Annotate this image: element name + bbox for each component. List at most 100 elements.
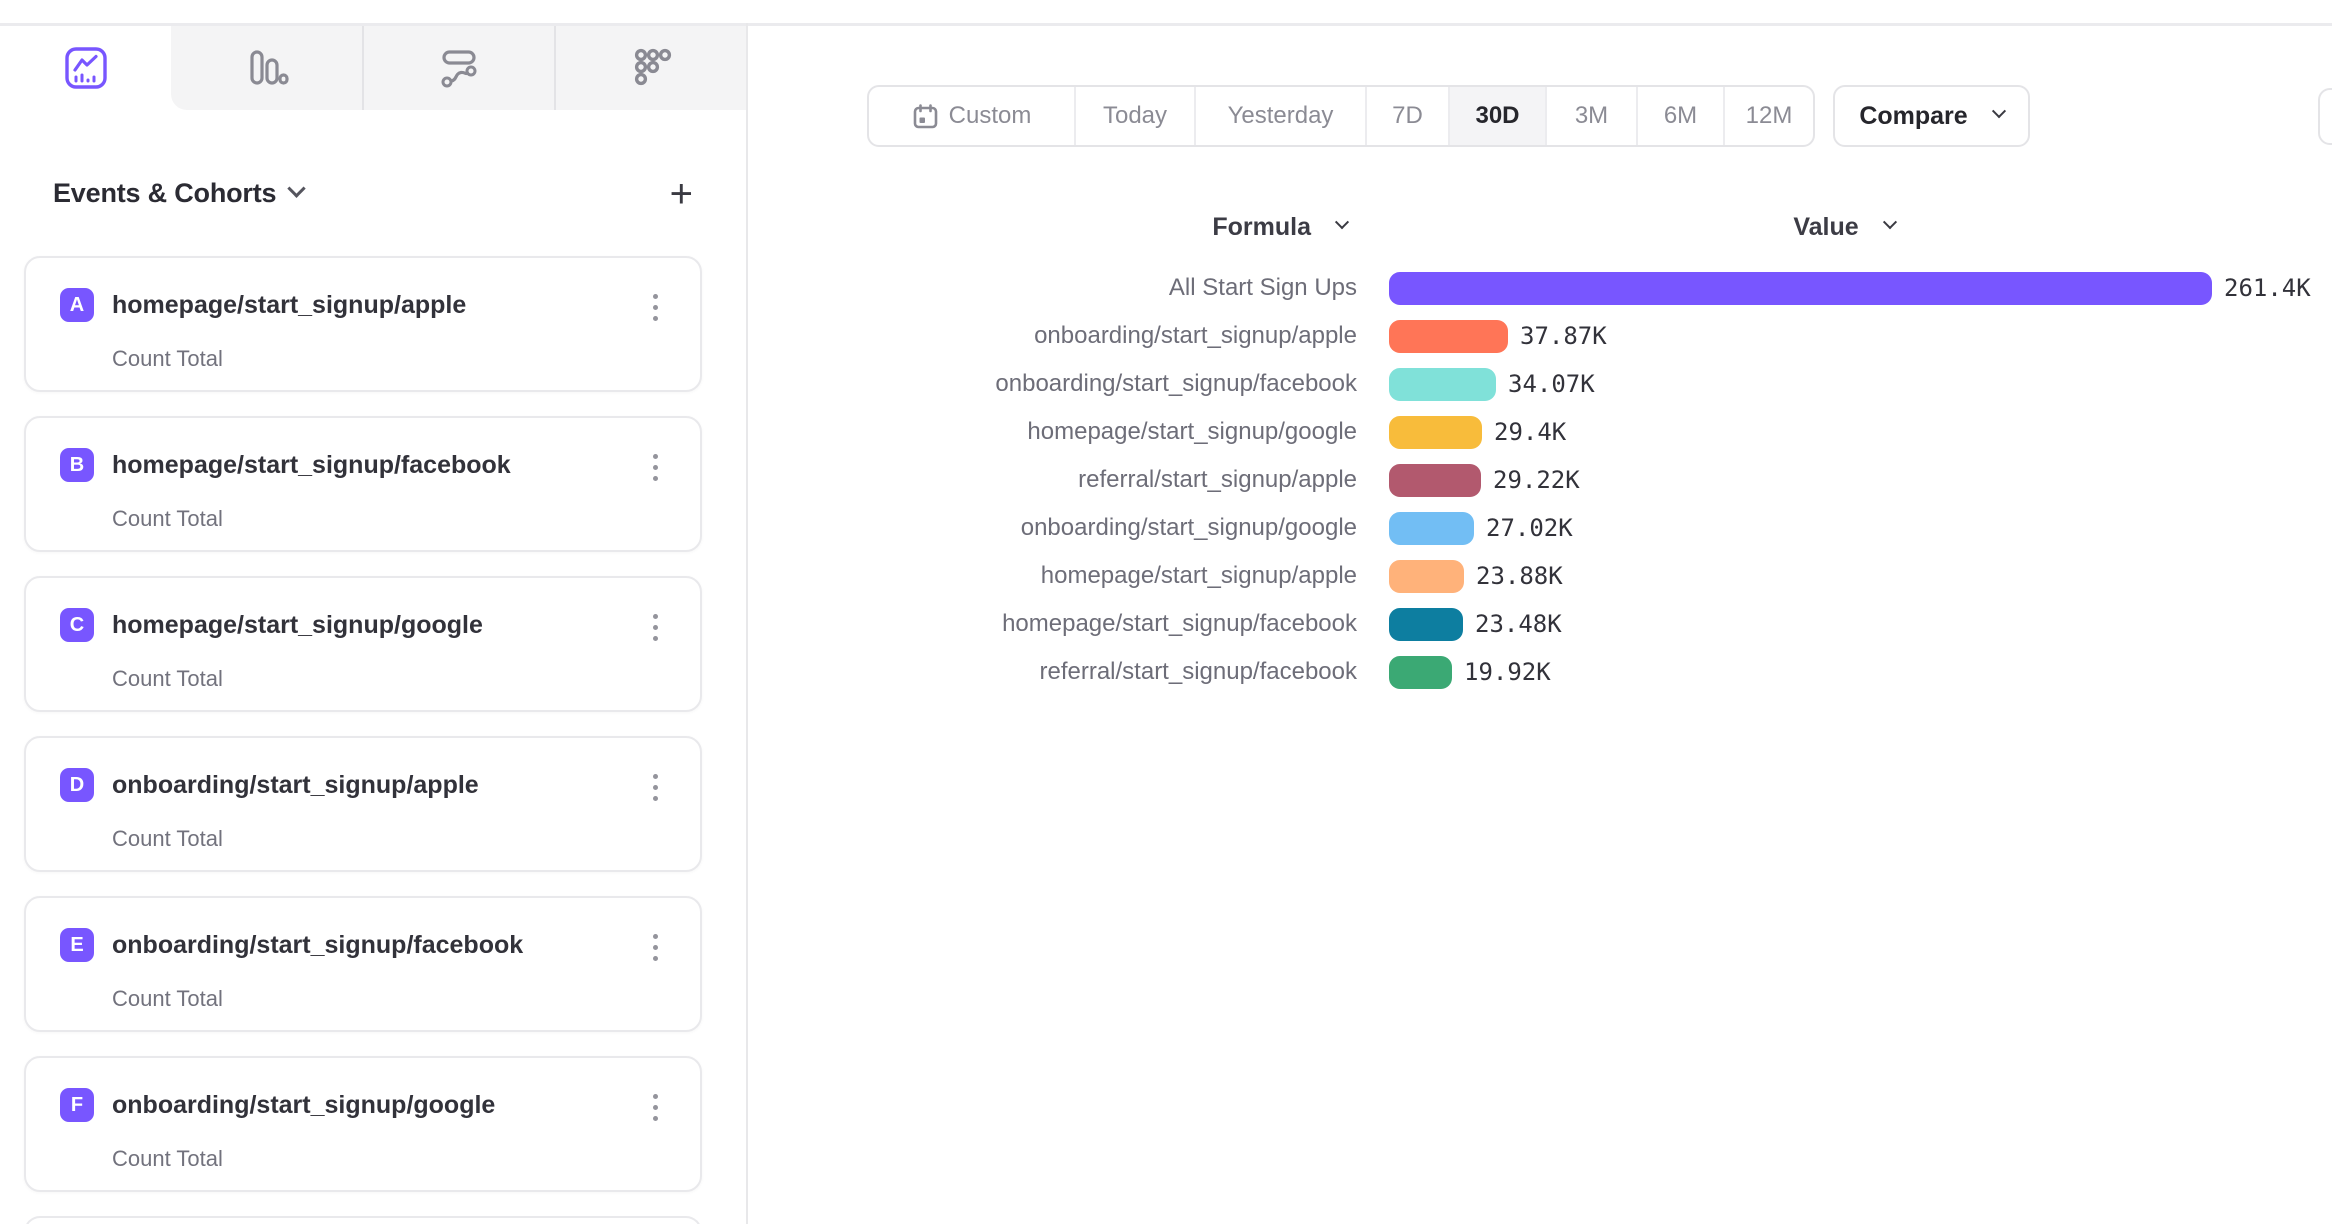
row-value: 34.07K xyxy=(1508,370,1595,398)
row-label: onboarding/start_signup/google xyxy=(1020,514,1357,541)
range-label: 12M xyxy=(1745,102,1793,129)
kebab-menu-icon[interactable] xyxy=(640,611,670,651)
chart-row: onboarding/start_signup/apple 37.87K xyxy=(800,312,2311,360)
bar-chart-icon xyxy=(250,50,289,85)
bar-onboarding-google[interactable] xyxy=(1389,511,1474,545)
event-badge: F xyxy=(60,1088,94,1122)
bar-onboarding-facebook[interactable] xyxy=(1389,367,1496,401)
row-label: onboarding/start_signup/facebook xyxy=(995,370,1357,397)
event-badge: E xyxy=(60,928,94,962)
kebab-menu-icon[interactable] xyxy=(640,451,670,491)
value-header-dropdown[interactable]: Value xyxy=(1389,213,2299,242)
compare-button[interactable]: Compare xyxy=(1833,85,2030,147)
chart-row: homepage/start_signup/facebook 23.48K xyxy=(800,600,2311,648)
chart-row: All Start Sign Ups 261.4K xyxy=(800,264,2311,312)
row-label: All Start Sign Ups xyxy=(1168,274,1357,301)
kebab-menu-icon[interactable] xyxy=(640,771,670,811)
chart-header-row: Formula Value xyxy=(800,213,2299,242)
chart-row: homepage/start_signup/google 29.4K xyxy=(800,408,2311,456)
clipped-toolbar-button[interactable] xyxy=(2318,88,2332,145)
events-cohorts-header: Events & Cohorts + xyxy=(53,171,693,216)
row-value: 23.88K xyxy=(1476,562,1563,590)
event-card[interactable]: F onboarding/start_signup/google Count T… xyxy=(24,1056,702,1192)
chevron-down-icon xyxy=(287,179,307,198)
range-yesterday[interactable]: Yesterday xyxy=(1194,87,1365,145)
bar-all-start-sign-ups[interactable] xyxy=(1389,271,2212,305)
chart-row: onboarding/start_signup/google 27.02K xyxy=(800,504,2311,552)
row-label: referral/start_signup/apple xyxy=(1078,466,1357,493)
range-label: Today xyxy=(1102,102,1168,129)
range-label: 3M xyxy=(1574,102,1609,129)
tab-bar-chart[interactable] xyxy=(171,26,362,110)
event-badge: C xyxy=(60,608,94,642)
range-label: Custom xyxy=(948,102,1032,129)
row-label: homepage/start_signup/apple xyxy=(1040,562,1357,589)
events-cohorts-title[interactable]: Events & Cohorts xyxy=(53,178,277,208)
event-metric[interactable]: Count Total xyxy=(112,506,223,531)
range-label: Yesterday xyxy=(1227,102,1334,129)
insights-icon xyxy=(64,47,107,89)
event-metric[interactable]: Count Total xyxy=(112,666,223,691)
chart-row: referral/start_signup/apple 29.22K xyxy=(800,456,2311,504)
kebab-menu-icon[interactable] xyxy=(640,931,670,971)
row-value: 29.4K xyxy=(1494,418,1567,446)
chevron-down-icon xyxy=(1334,215,1350,230)
range-30d[interactable]: 30D xyxy=(1448,87,1545,145)
event-badge: A xyxy=(60,288,94,322)
row-value: 23.48K xyxy=(1475,610,1562,638)
bar-referral-facebook[interactable] xyxy=(1389,655,1452,689)
event-name: homepage/start_signup/apple xyxy=(112,291,467,319)
chart-row: homepage/start_signup/apple 23.88K xyxy=(800,552,2311,600)
range-label: 7D xyxy=(1392,102,1423,129)
bar-homepage-facebook[interactable] xyxy=(1389,607,1463,641)
top-divider xyxy=(0,23,2332,26)
row-value: 27.02K xyxy=(1486,514,1573,542)
formula-header-dropdown[interactable]: Formula xyxy=(800,213,1357,242)
add-event-button[interactable]: + xyxy=(669,171,693,216)
event-name: onboarding/start_signup/facebook xyxy=(112,931,524,959)
event-card[interactable]: E onboarding/start_signup/facebook Count… xyxy=(24,896,702,1032)
range-3m[interactable]: 3M xyxy=(1545,87,1636,145)
event-metric[interactable]: Count Total xyxy=(112,986,223,1011)
row-label: homepage/start_signup/google xyxy=(1027,418,1357,445)
chevron-down-icon xyxy=(1882,215,1897,230)
event-card-partial[interactable] xyxy=(24,1216,702,1224)
range-7d[interactable]: 7D xyxy=(1365,87,1448,145)
bar-homepage-google[interactable] xyxy=(1389,415,1482,449)
event-metric[interactable]: Count Total xyxy=(112,826,223,851)
kebab-menu-icon[interactable] xyxy=(640,291,670,331)
bar-referral-apple[interactable] xyxy=(1389,463,1481,497)
range-today[interactable]: Today xyxy=(1074,87,1194,145)
row-label: onboarding/start_signup/apple xyxy=(1034,322,1357,349)
range-label: 6M xyxy=(1663,102,1698,129)
range-custom[interactable]: Custom xyxy=(869,87,1074,145)
sidebar-divider xyxy=(746,23,748,1224)
row-value: 37.87K xyxy=(1520,322,1607,350)
range-label: 30D xyxy=(1475,102,1520,129)
tab-insights[interactable] xyxy=(0,26,171,110)
event-metric[interactable]: Count Total xyxy=(112,1146,223,1171)
retention-icon xyxy=(634,48,671,86)
flows-icon xyxy=(441,50,477,88)
bar-onboarding-apple[interactable] xyxy=(1389,319,1508,353)
event-card[interactable]: B homepage/start_signup/facebook Count T… xyxy=(24,416,702,552)
tab-retention[interactable] xyxy=(554,26,747,110)
range-6m[interactable]: 6M xyxy=(1636,87,1723,145)
chart-row: referral/start_signup/facebook 19.92K xyxy=(800,648,2311,696)
date-range-selector: Custom Today Yesterday 7D 30D 3M 6M 12M xyxy=(867,85,1815,147)
event-card[interactable]: C homepage/start_signup/google Count Tot… xyxy=(24,576,702,712)
event-badge: B xyxy=(60,448,94,482)
tab-flows[interactable] xyxy=(361,26,555,110)
event-metric[interactable]: Count Total xyxy=(112,346,223,371)
bar-homepage-apple[interactable] xyxy=(1389,559,1464,593)
row-label: homepage/start_signup/facebook xyxy=(1002,610,1357,637)
event-card[interactable]: A homepage/start_signup/apple Count Tota… xyxy=(24,256,702,392)
event-name: onboarding/start_signup/google xyxy=(112,1091,496,1119)
row-label: referral/start_signup/facebook xyxy=(1039,658,1357,685)
kebab-menu-icon[interactable] xyxy=(640,1091,670,1131)
range-12m[interactable]: 12M xyxy=(1723,87,1813,145)
row-value: 19.92K xyxy=(1464,658,1551,686)
event-name: onboarding/start_signup/apple xyxy=(112,771,479,799)
event-card[interactable]: D onboarding/start_signup/apple Count To… xyxy=(24,736,702,872)
